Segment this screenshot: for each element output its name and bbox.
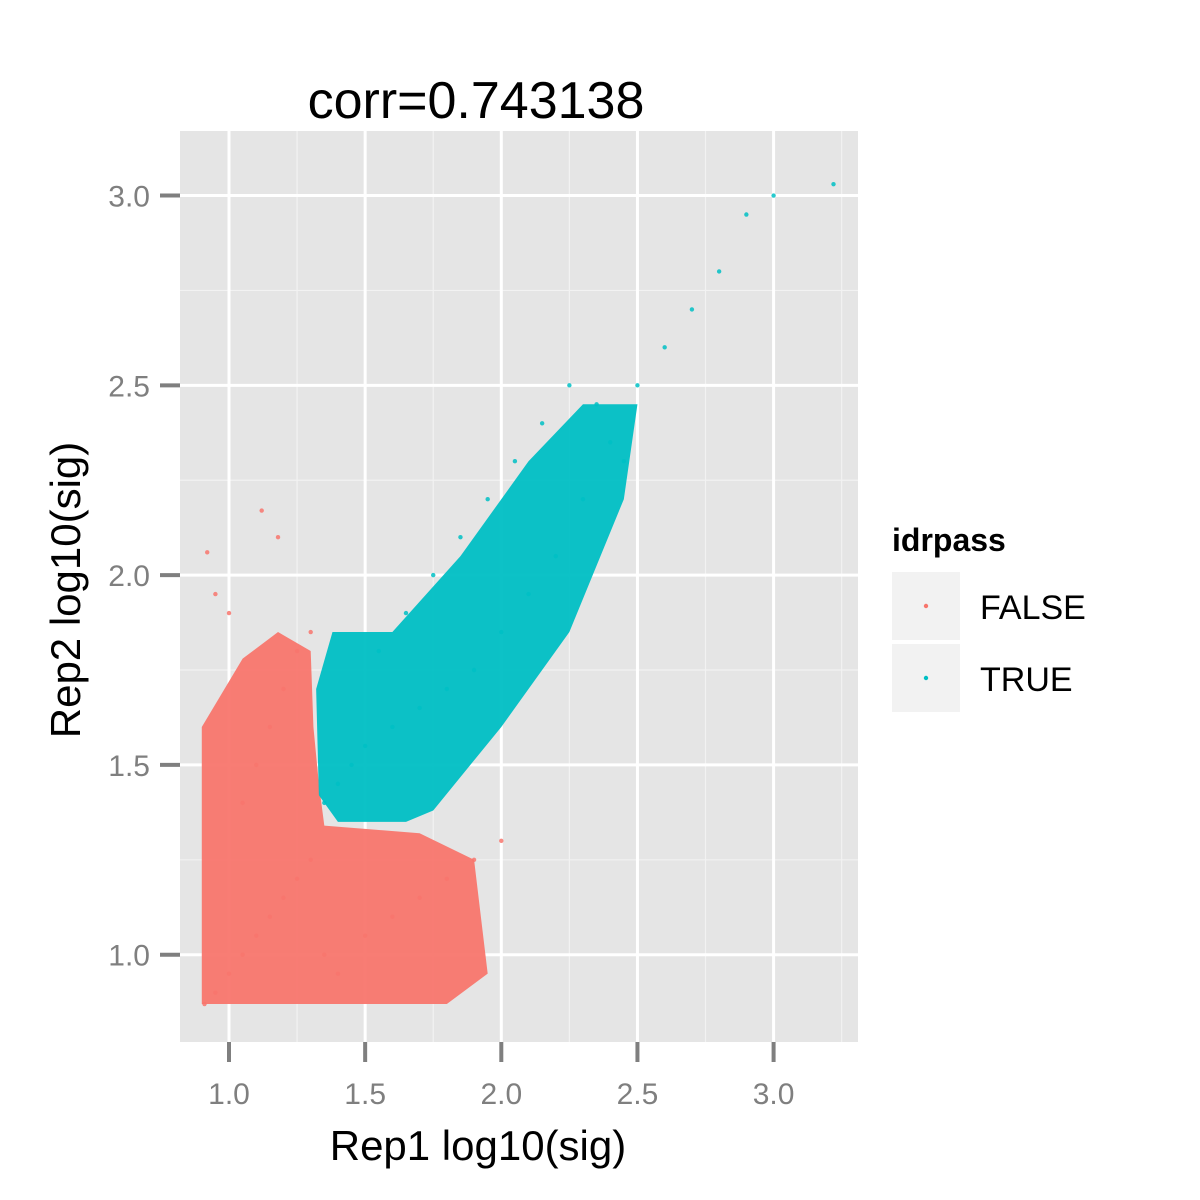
point-true [567, 383, 572, 388]
point-false [267, 724, 273, 730]
point-true [444, 686, 450, 692]
point-true [376, 648, 381, 654]
point-false [240, 952, 245, 957]
point-false [202, 1001, 207, 1007]
y-tick-label: 1.0 [108, 940, 150, 973]
legend: idrpass FALSE TRUE [892, 522, 1086, 712]
y-tick-label: 3.0 [108, 181, 150, 214]
y-axis-title: Rep2 log10(sig) [42, 442, 89, 739]
x-tick-label: 2.0 [480, 1078, 522, 1111]
x-axis-title: Rep1 log10(sig) [330, 1122, 627, 1169]
point-false [417, 895, 422, 900]
y-tick-label: 1.5 [108, 750, 150, 783]
point-false [362, 933, 368, 938]
point-true [771, 193, 776, 198]
point-true [512, 459, 518, 464]
x-axis: 1.0 1.5 2.0 2.5 3.0 [208, 1042, 794, 1111]
point-true [390, 724, 395, 730]
scatter-points [202, 181, 836, 1007]
point-false [322, 952, 327, 957]
point-false [444, 876, 450, 881]
y-tick-label: 2.0 [108, 560, 150, 593]
point-true [689, 307, 695, 312]
chart-title: corr=0.743138 [308, 72, 645, 130]
true-point-cloud [316, 404, 638, 822]
legend-point-false [923, 603, 929, 609]
point-true [417, 705, 422, 711]
point-false [254, 933, 259, 938]
point-true [485, 496, 490, 502]
y-tick-label: 2.5 [108, 370, 150, 403]
point-false [294, 648, 300, 654]
point-false [281, 686, 286, 692]
point-true [362, 743, 368, 749]
point-true [322, 800, 327, 806]
x-tick-label: 2.5 [617, 1078, 659, 1111]
point-false [281, 895, 286, 900]
point-true [608, 440, 613, 445]
legend-label-false: FALSE [980, 589, 1086, 627]
legend-label-true: TRUE [980, 661, 1073, 699]
point-true [594, 402, 599, 407]
legend-point-true [923, 675, 929, 681]
point-false [226, 971, 232, 976]
point-false [226, 610, 232, 616]
legend-title: idrpass [892, 522, 1006, 558]
point-true [744, 212, 749, 217]
false-point-cloud [201, 632, 488, 1005]
point-true [458, 534, 463, 540]
point-false [335, 971, 341, 976]
point-false [499, 838, 504, 844]
point-true [431, 572, 436, 578]
point-false [308, 629, 313, 635]
point-true [662, 345, 667, 350]
point-false [213, 990, 218, 995]
point-false [294, 876, 300, 881]
point-false [213, 591, 218, 597]
point-true [635, 383, 640, 388]
point-false [275, 534, 281, 540]
point-true [499, 629, 504, 635]
point-false [240, 800, 245, 806]
y-axis: 1.0 1.5 2.0 2.5 3.0 [108, 181, 180, 973]
point-false [259, 508, 264, 513]
point-true [716, 269, 722, 274]
point-true [553, 553, 558, 559]
point-true [335, 781, 341, 787]
point-true [526, 591, 531, 597]
point-true [621, 459, 627, 464]
point-true [471, 667, 477, 673]
x-tick-label: 1.5 [344, 1078, 386, 1111]
point-false [205, 550, 210, 555]
x-tick-label: 3.0 [753, 1078, 795, 1111]
point-clouds [201, 404, 638, 1005]
point-false [267, 914, 273, 919]
point-false [471, 857, 477, 862]
point-false [254, 762, 259, 768]
x-tick-label: 1.0 [208, 1078, 250, 1111]
point-true [349, 762, 354, 768]
point-true [580, 496, 586, 502]
point-false [308, 857, 313, 862]
point-true [403, 610, 409, 616]
point-true [831, 181, 836, 187]
point-true [539, 421, 545, 426]
point-false [390, 914, 395, 919]
